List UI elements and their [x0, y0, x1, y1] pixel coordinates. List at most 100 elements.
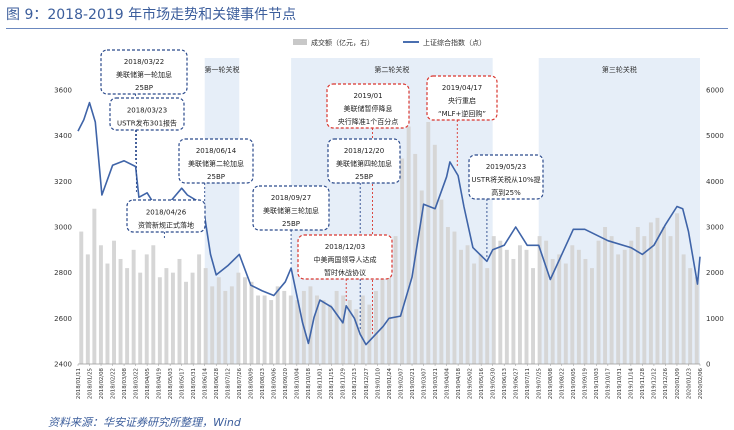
y-left-tick-label: 3200 [54, 178, 72, 186]
turnover-bar [79, 231, 84, 364]
turnover-bar [236, 272, 241, 364]
turnover-bar [563, 263, 568, 364]
x-tick-label: 2018/05/31 [191, 368, 197, 399]
x-tick-label: 2018/09/06 [272, 367, 278, 399]
x-tick-label: 2018/03/22 [133, 368, 139, 399]
turnover-bar [373, 290, 378, 364]
turnover-bar [681, 254, 686, 364]
annotation-box [126, 199, 206, 233]
turnover-bar [629, 240, 634, 364]
turnover-bar [347, 300, 352, 364]
y-left-tick-label: 3000 [54, 224, 72, 232]
turnover-bar [393, 236, 398, 364]
x-tick-label: 2019/10/31 [617, 368, 623, 399]
x-tick-label: 2018/01/25 [87, 368, 93, 399]
turnover-bar [170, 272, 175, 364]
x-tick-label: 2019/12/26 [663, 367, 669, 399]
y-left-tick-label: 2600 [54, 315, 72, 323]
x-tick-label: 2018/11/15 [329, 368, 335, 399]
x-tick-label: 2018/02/08 [99, 367, 105, 399]
y-right-tick-label: 1000 [706, 315, 724, 323]
turnover-bar [524, 249, 529, 364]
x-tick-label: 2018/11/29 [341, 367, 347, 399]
annotation-text: 25BP [207, 173, 225, 181]
turnover-bar [511, 258, 516, 364]
x-tick-label: 2020/01/23 [686, 368, 692, 399]
turnover-bar [295, 300, 300, 364]
turnover-bar [282, 290, 287, 364]
turnover-bar [426, 121, 431, 364]
x-tick-label: 2018/02/22 [110, 368, 116, 399]
turnover-bar [419, 190, 424, 364]
x-tick-label: 2018/11/01 [318, 368, 324, 399]
x-tick-label: 2019/03/07 [421, 368, 427, 399]
y-right-tick-label: 5000 [706, 132, 724, 140]
turnover-bar [622, 249, 627, 364]
turnover-bar [406, 126, 411, 365]
annotation-box [327, 138, 401, 184]
annotation-text: 2018/03/22 [124, 58, 164, 66]
x-tick-label: 2019/04/04 [444, 367, 450, 399]
turnover-bar [445, 227, 450, 364]
y-right-tick-label: 0 [706, 361, 710, 369]
annotation-text: 央行重启 [448, 96, 476, 105]
turnover-bar [688, 268, 693, 364]
annotation-text: 美联储第四轮加息 [336, 159, 392, 168]
x-tick-label: 2019/06/13 [502, 368, 508, 399]
turnover-bar [92, 208, 97, 364]
annotation-text: 25BP [355, 173, 373, 181]
x-tick-label: 2019/02/21 [410, 368, 416, 399]
turnover-bar [400, 158, 405, 364]
x-tick-label: 2019/04/18 [456, 367, 462, 399]
turnover-bar [242, 277, 247, 364]
turnover-bar [675, 213, 680, 364]
turnover-bar [131, 249, 136, 364]
turnover-bar [118, 258, 123, 364]
x-tick-label: 2018/12/13 [352, 368, 358, 399]
turnover-bar [315, 295, 319, 364]
x-tick-label: 2019/02/07 [398, 368, 404, 399]
x-tick-label: 2018/10/04 [295, 367, 301, 399]
turnover-bar [590, 268, 594, 364]
turnover-bar [328, 304, 333, 364]
tariff-band [204, 58, 240, 364]
x-tick-label: 2018/06/28 [214, 367, 220, 399]
annotation-text: USTR将关税从10%提 [471, 175, 540, 184]
annotation-text: 25BP [135, 84, 153, 92]
event-annotation: 2018/03/22 美联储第一轮加息 25BP [100, 49, 188, 163]
event-annotation: 2018/04/26 资管新规正式落地 [126, 199, 206, 238]
turnover-bar [635, 227, 640, 364]
band-label: 第三轮关税 [602, 65, 637, 74]
annotation-text: 暂时休战协议 [324, 268, 366, 277]
annotation-text: 美联储暂停降息 [344, 104, 393, 113]
x-tick-label: 2020/02/06 [698, 367, 704, 399]
x-tick-label: 2018/05/03 [168, 368, 174, 399]
turnover-bars [79, 121, 699, 365]
x-tick-label: 2018/12/27 [364, 368, 370, 399]
turnover-bar [354, 309, 359, 364]
annotation-text: 2018/12/20 [344, 147, 384, 155]
annotation-box [326, 83, 410, 129]
event-annotation: 2019/04/17 央行重启 “MLF+逆回购” [426, 75, 498, 166]
x-tick-label: 2019/03/21 [433, 368, 439, 399]
annotation-text: 2018/04/26 [146, 208, 187, 216]
turnover-bar [603, 227, 608, 364]
x-tick-label: 2020/01/09 [675, 367, 681, 399]
turnover-bar [583, 258, 588, 364]
turnover-bar [105, 263, 110, 364]
turnover-bar [616, 254, 621, 364]
annotation-text: 2019/04/17 [442, 84, 482, 92]
x-tick-label: 2019/01/24 [387, 367, 393, 399]
annotation-text: 2018/03/23 [127, 106, 167, 114]
annotations: 2018/03/22 美联储第一轮加息 25BP 2018/03/23 USTR发布30… [100, 49, 544, 334]
turnover-bar [138, 272, 143, 364]
turnover-bar [544, 240, 549, 364]
turnover-bar [164, 268, 169, 364]
x-tick-label: 2018/07/26 [237, 367, 243, 399]
turnover-bar [144, 254, 149, 364]
annotation-box [178, 138, 254, 184]
turnover-bar [531, 268, 536, 364]
y-left-tick-label: 3400 [54, 132, 72, 140]
turnover-bar [380, 277, 385, 364]
